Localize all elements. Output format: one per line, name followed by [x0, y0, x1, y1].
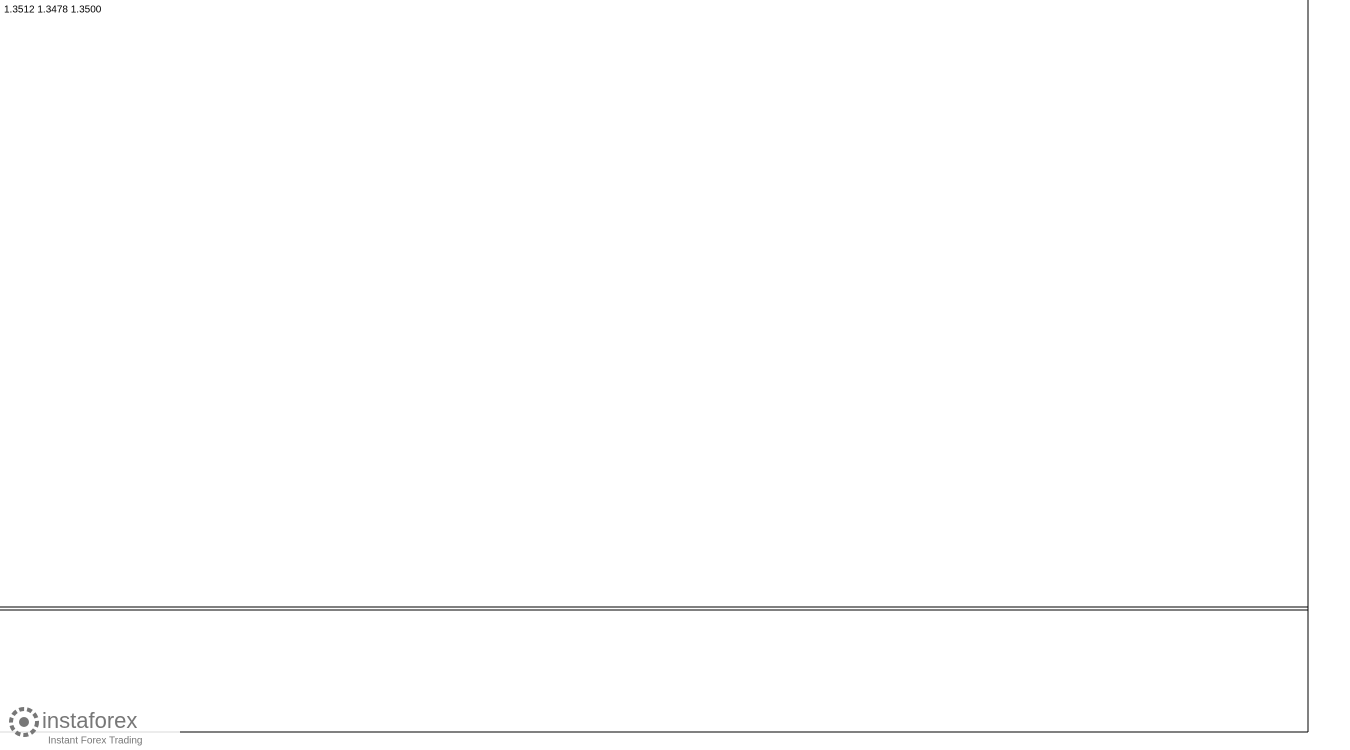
price-header: 1.3512 1.3478 1.3500 [4, 5, 102, 16]
logo-gear [9, 707, 39, 737]
logo-gear-center [19, 717, 29, 727]
brand-tagline: Instant Forex Trading [48, 736, 143, 747]
last-price-label: 1.3500 [1314, 204, 1345, 215]
brand-name: instaforex [42, 708, 137, 733]
axis: 1.3500 [0, 0, 1345, 733]
branding: instaforex Instant Forex Trading [0, 705, 180, 750]
